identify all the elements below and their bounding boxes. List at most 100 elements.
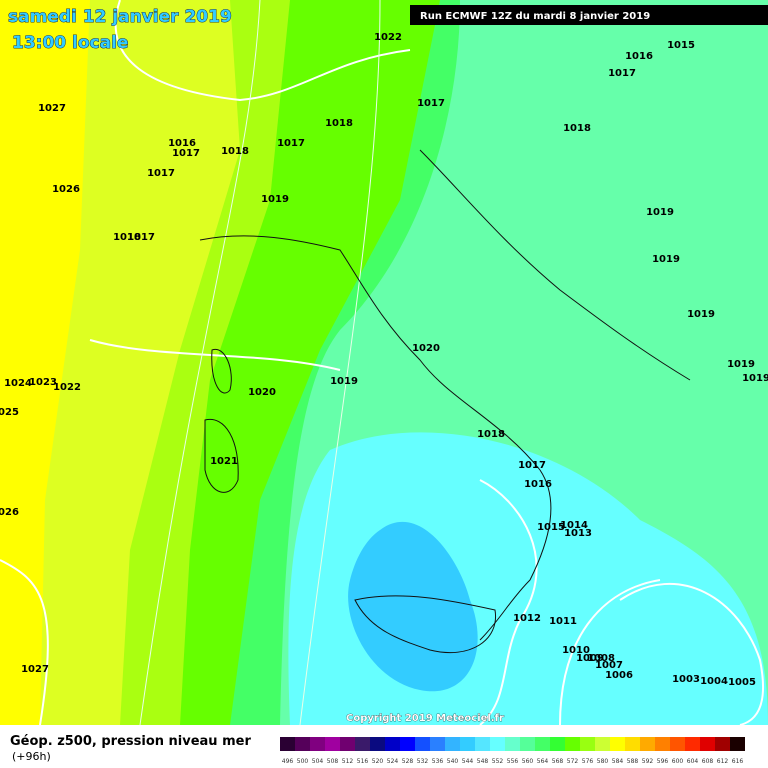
isobar-label: 1017 xyxy=(518,460,546,471)
colorbar-label: 560 xyxy=(522,758,534,765)
colorbar-swatch xyxy=(415,737,430,751)
colorbar-label: 604 xyxy=(687,758,699,765)
colorbar-label: 556 xyxy=(507,758,519,765)
colorbar-swatch xyxy=(355,737,370,751)
colorbar-swatch xyxy=(685,737,700,751)
colorbar-swatch xyxy=(430,737,445,751)
colorbar-label: 616 xyxy=(732,758,744,765)
isobar-label: 1017 xyxy=(127,232,155,243)
isobar-label: 1018 xyxy=(325,118,353,129)
colorbar-swatch xyxy=(400,737,415,751)
isobar-label: 1023 xyxy=(29,377,57,388)
isobar-label: 1017 xyxy=(277,138,305,149)
background xyxy=(0,0,768,725)
isobar-label: 1012 xyxy=(513,613,541,624)
colorbar-swatch xyxy=(295,737,310,751)
colorbar-label: 496 xyxy=(282,758,294,765)
colorbar-label: 584 xyxy=(612,758,624,765)
isobar-label: 1019 xyxy=(261,194,289,205)
colorbar-swatch xyxy=(310,737,325,751)
colorbar-label: 512 xyxy=(342,758,354,765)
colorbar-label: 528 xyxy=(402,758,414,765)
footer-lead: (+96h) xyxy=(12,750,51,763)
isobar-label: 1013 xyxy=(564,528,592,539)
colorbar-swatch xyxy=(370,737,385,751)
isobar-label: 1010 xyxy=(562,645,590,656)
isobar-label: 1016 xyxy=(168,138,196,149)
colorbar-label: 600 xyxy=(672,758,684,765)
colorbar-swatch xyxy=(640,737,655,751)
isobar-label: 1017 xyxy=(608,68,636,79)
colorbar: 496 500 504 508 512 516 520 524 528 532 536 540 544 5… xyxy=(280,737,745,765)
colorbar-label: 516 xyxy=(357,758,369,765)
isobar-label: 1027 xyxy=(21,664,49,675)
isobar-label: 1011 xyxy=(549,616,577,627)
isobar-label: 1026 xyxy=(52,184,80,195)
colorbar-label: 548 xyxy=(477,758,489,765)
isobar-label: 1005 xyxy=(728,677,756,688)
time: 13:00 locale xyxy=(12,33,128,53)
isobar-label: 1021 xyxy=(210,456,238,467)
colorbar-swatch xyxy=(730,737,745,751)
colorbar-label: 576 xyxy=(582,758,594,765)
isobar-label: 1009 xyxy=(576,653,604,664)
colorbar-label: 564 xyxy=(537,758,549,765)
colorbar-label: 608 xyxy=(702,758,714,765)
isobar-label: 1018 xyxy=(477,429,505,440)
isobar-label: 1018 xyxy=(113,232,141,243)
copyright: Copyright 2019 Meteociel.fr xyxy=(346,713,504,724)
date: samedi 12 janvier 2019 xyxy=(8,7,232,27)
colorbar-swatch xyxy=(475,737,490,751)
colorbar-swatch xyxy=(325,737,340,751)
colorbar-swatch xyxy=(610,737,625,751)
colorbar-label: 524 xyxy=(387,758,399,765)
colorbar-label: 544 xyxy=(462,758,474,765)
isobar-label: 1004 xyxy=(700,676,728,687)
colorbar-label: 588 xyxy=(627,758,639,765)
isobar-label: 1019 xyxy=(727,359,755,370)
isobar-label: 1017 xyxy=(172,148,200,159)
colorbar-swatch xyxy=(280,737,295,751)
isobar-label: 1016 xyxy=(625,51,653,62)
isobar-label: 1003 xyxy=(672,674,700,685)
isobar-label: 1019 xyxy=(687,309,715,320)
isobar-label: 1019 xyxy=(742,373,768,384)
isobar-label: 1015 xyxy=(537,522,565,533)
isobar-label: 1022 xyxy=(374,32,402,43)
colorbar-label: 612 xyxy=(717,758,729,765)
colorbar-label: 520 xyxy=(372,758,384,765)
run-info: Run ECMWF 12Z du mardi 8 janvier 2019 xyxy=(420,11,650,22)
colorbar-label: 592 xyxy=(642,758,654,765)
colorbar-swatch xyxy=(385,737,400,751)
colorbar-swatch xyxy=(715,737,730,751)
colorbar-swatch xyxy=(340,737,355,751)
colorbar-swatch xyxy=(670,737,685,751)
colorbar-swatch xyxy=(550,737,565,751)
colorbar-swatch xyxy=(460,737,475,751)
isobar-label: 1019 xyxy=(652,254,680,265)
isobar-label: 1018 xyxy=(563,123,591,134)
colorbar-swatch xyxy=(700,737,715,751)
colorbar-swatch xyxy=(655,737,670,751)
isobar-label: 1006 xyxy=(605,670,633,681)
run-box xyxy=(410,5,768,25)
coastlines xyxy=(199,149,691,654)
isobar-label: 1024 xyxy=(4,378,32,389)
colorbar-swatch xyxy=(505,737,520,751)
colorbar-label: 568 xyxy=(552,758,564,765)
colorbar-swatch xyxy=(535,737,550,751)
isobar-label: 1020 xyxy=(412,343,440,354)
colorbar-label: 572 xyxy=(567,758,579,765)
isobar-label: 1008 xyxy=(587,653,615,664)
colorbar-label: 508 xyxy=(327,758,339,765)
colorbar-label: 580 xyxy=(597,758,609,765)
isobar-label: 1025 xyxy=(0,407,19,418)
colorbar-swatch xyxy=(595,737,610,751)
isobar-label: 1014 xyxy=(560,520,588,531)
isobar-label: 1017 xyxy=(417,98,445,109)
isobar-label: 1017 xyxy=(147,168,175,179)
colorbar-swatch xyxy=(565,737,580,751)
isobars xyxy=(0,0,661,726)
